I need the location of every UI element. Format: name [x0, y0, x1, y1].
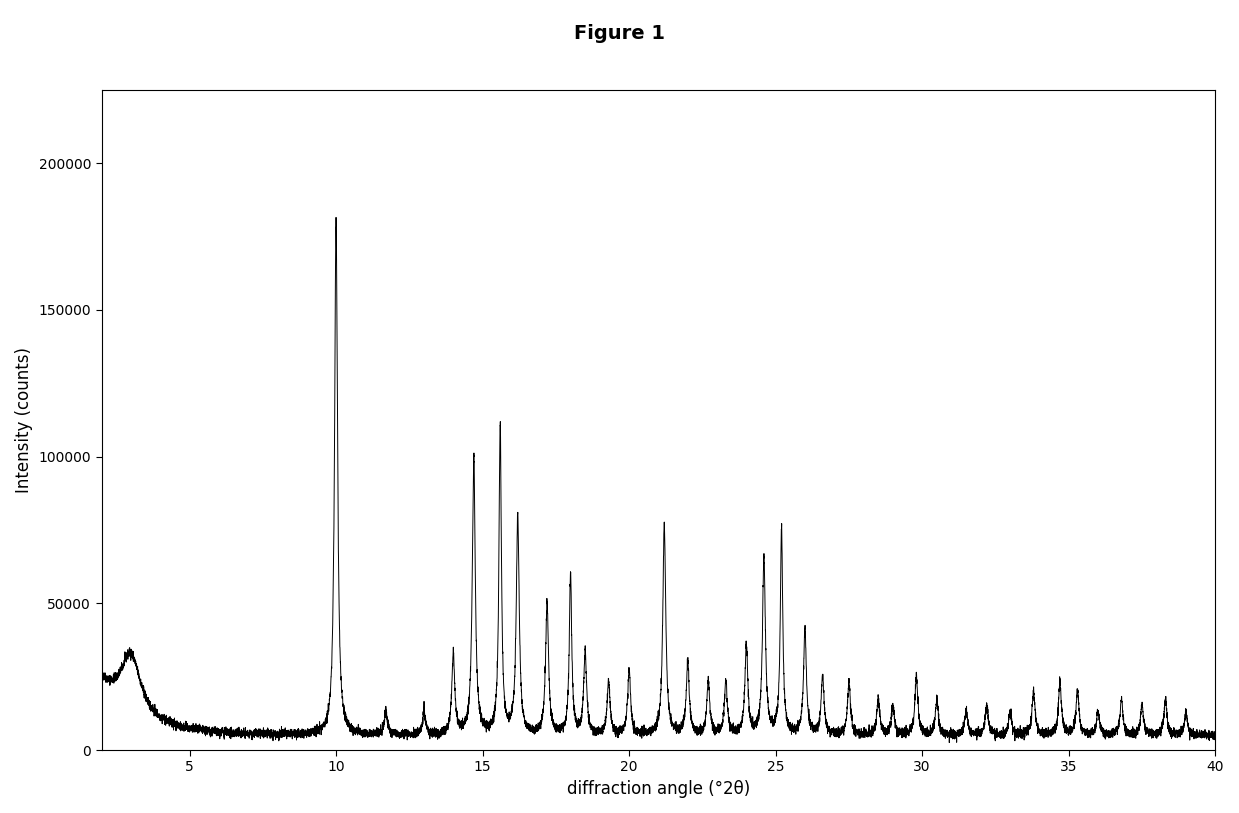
Text: Figure 1: Figure 1	[574, 24, 665, 43]
Y-axis label: Intensity (counts): Intensity (counts)	[15, 347, 33, 493]
X-axis label: diffraction angle (°2θ): diffraction angle (°2θ)	[566, 780, 750, 798]
